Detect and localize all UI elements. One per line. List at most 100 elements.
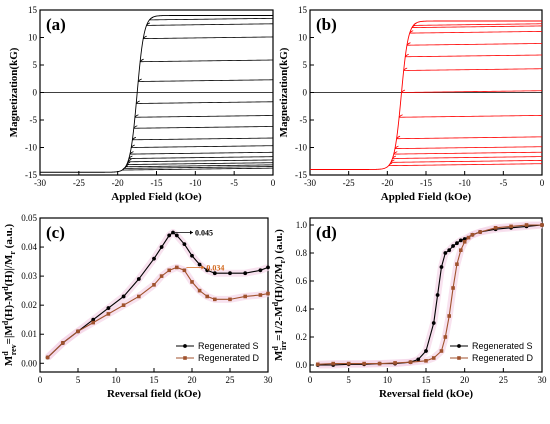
x-tick-label: 0 — [38, 375, 43, 385]
panel-label: (b) — [316, 15, 337, 34]
x-tick-label: 30 — [538, 375, 548, 385]
recoil-hook — [133, 125, 138, 129]
x-tick-label: 5 — [346, 375, 351, 385]
x-tick-label: -10 — [459, 178, 471, 188]
recoil-curve — [388, 163, 542, 167]
data-point — [175, 265, 179, 270]
data-point — [451, 244, 455, 248]
annotation-arrowhead — [190, 230, 193, 235]
y-tick-label: 0.00 — [21, 358, 37, 368]
x-tick-label: 20 — [188, 375, 198, 385]
legend-marker — [183, 344, 187, 348]
recoil-curve — [136, 101, 273, 104]
major-loop-curve — [40, 15, 273, 173]
data-point — [76, 329, 80, 334]
y-label-sub: irr — [279, 340, 288, 350]
data-point — [212, 271, 217, 276]
recoil-hook — [394, 145, 399, 149]
recoil-curve — [403, 68, 542, 71]
data-point — [121, 294, 126, 299]
y-label-part: M — [273, 350, 285, 361]
data-point — [493, 226, 498, 230]
y-tick-label: 15 — [298, 5, 308, 15]
data-point — [459, 248, 463, 252]
data-point — [455, 262, 459, 266]
x-tick-label: 0 — [540, 178, 545, 188]
data-point — [439, 349, 444, 353]
major-loop-curve — [310, 20, 542, 170]
data-point — [466, 235, 471, 240]
y-label-sub: r — [8, 251, 17, 255]
data-point — [190, 280, 194, 284]
recoil-curve — [396, 136, 542, 140]
data-point — [443, 251, 448, 255]
x-tick-label: -25 — [343, 178, 355, 188]
data-point — [121, 303, 126, 307]
data-point — [167, 268, 171, 273]
panel-d: 0 5 10 15 20 25 30 0.0 0.2 0.4 0.6 0.8 1.0 Reversal f… — [271, 217, 548, 400]
data-point — [243, 271, 248, 276]
data-point — [91, 317, 96, 322]
y-tick-label: 0.0 — [296, 360, 308, 370]
recoil-curve — [406, 43, 542, 46]
recoil-curve — [143, 36, 273, 39]
recoil-curve — [122, 167, 273, 171]
data-point — [190, 253, 194, 258]
legend-entry: Regenerated S — [472, 341, 533, 351]
data-point — [197, 288, 202, 293]
recoil-curve — [392, 156, 542, 159]
recoil-curve — [399, 115, 542, 118]
y-label-sub: r — [278, 259, 287, 263]
x-axis-label: Reversal field (kOe) — [107, 388, 201, 400]
y-label-sup: d — [271, 301, 280, 306]
data-point — [443, 335, 448, 339]
recoil-curve — [390, 160, 542, 163]
recoil-hook — [398, 114, 403, 118]
series-line — [47, 266, 269, 358]
data-point — [167, 233, 172, 238]
data-point — [424, 359, 428, 363]
recoil-hook — [393, 151, 398, 155]
panel-a: -30 -25 -20 -15 -10 -5 0 -15 -10 -5 0 5 10 15 Appled F… — [8, 5, 276, 203]
y-label-part: =1/2-M — [273, 306, 285, 341]
x-tick-label: 0 — [271, 178, 276, 188]
y-label-sup: d — [1, 320, 10, 325]
data-point — [447, 314, 451, 318]
data-point — [377, 361, 382, 366]
y-tick-label: 10 — [298, 33, 308, 43]
x-axis-label: Appled Field (kOe) — [111, 191, 202, 203]
data-point — [159, 274, 164, 278]
data-point — [106, 306, 111, 310]
recoil-hook — [390, 159, 395, 163]
y-label-part: (H)-M — [3, 290, 15, 321]
recoil-hook — [142, 35, 147, 39]
data-point — [45, 355, 50, 360]
recoil-curve — [411, 25, 542, 28]
data-point — [524, 223, 529, 227]
x-tick-label: -15 — [420, 178, 432, 188]
legend-entry: Regenerated S — [198, 341, 259, 351]
x-axis-label: Reversal field (kOe) — [379, 388, 473, 400]
annotation-arrowhead — [201, 265, 205, 270]
recoil-curve — [133, 126, 273, 129]
y-label-part: (a.u.) — [3, 224, 15, 252]
data-point — [416, 357, 421, 362]
data-point — [509, 224, 513, 229]
x-tick-label: 5 — [76, 375, 81, 385]
y-label-part: (H)/(2M — [273, 263, 285, 302]
data-point — [228, 297, 232, 302]
y-tick-label: 1.0 — [296, 220, 308, 230]
data-point — [174, 233, 179, 238]
x-tick-label: 10 — [383, 375, 393, 385]
recoil-hook — [413, 22, 418, 26]
y-tick-label: 0.05 — [21, 213, 37, 223]
data-point — [393, 361, 397, 365]
y-tick-label: 0.8 — [296, 248, 308, 258]
data-point — [258, 293, 263, 297]
curve-group — [40, 15, 273, 173]
data-point — [424, 349, 428, 353]
y-tick-label: -5 — [30, 115, 38, 125]
recoil-curve — [149, 17, 273, 21]
recoil-curve — [138, 79, 273, 82]
